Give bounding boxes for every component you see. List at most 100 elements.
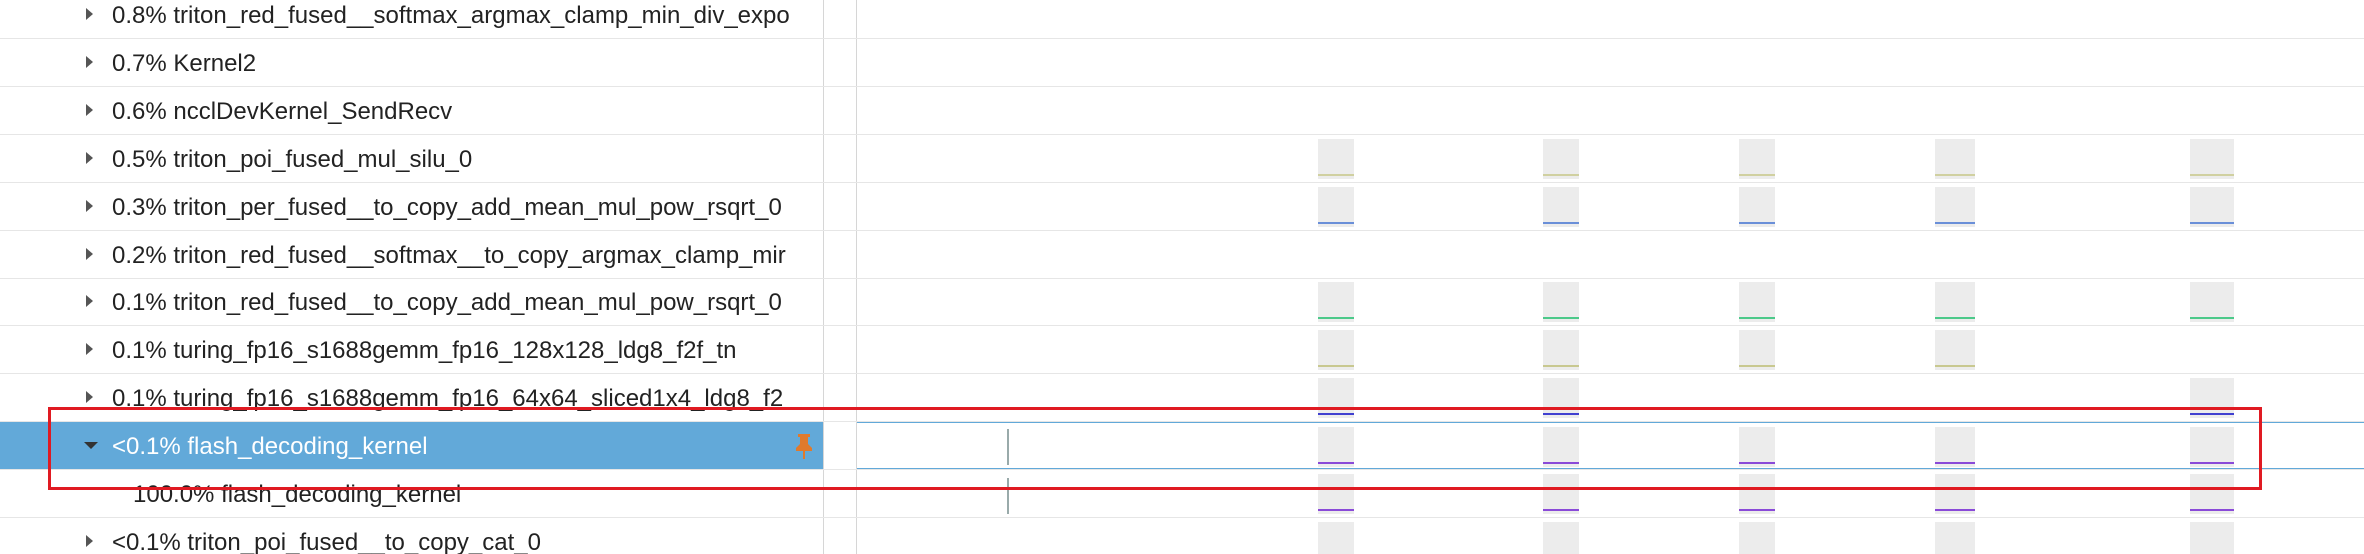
expand-arrow[interactable] [86, 55, 93, 68]
row-label-cell[interactable]: 0.3% triton_per_fused__to_copy_add_mean_… [0, 183, 823, 230]
kernel-block [1318, 474, 1354, 514]
kernel-trace [1739, 509, 1775, 511]
kernel-block [1739, 521, 1775, 554]
kernel-trace [2190, 173, 2234, 176]
kernel-trace [2190, 317, 2234, 320]
kernel-trace [1543, 365, 1579, 368]
row-label-cell[interactable]: 0.7% Kernel2 [0, 39, 823, 86]
kernel-trace [1543, 509, 1579, 511]
kernel-block [1935, 282, 1975, 323]
expand-arrow[interactable] [86, 8, 93, 20]
kernel-trace [1935, 221, 1975, 224]
timeline-track [857, 470, 2364, 517]
kernel-trace [1739, 221, 1775, 224]
tree-row[interactable]: 0.7% Kernel2 [0, 39, 2364, 87]
kernel-block [1739, 186, 1775, 227]
kernel-block [1543, 474, 1579, 514]
kernel-trace [1318, 317, 1354, 320]
kernel-trace [1543, 173, 1579, 176]
kernel-trace [1739, 365, 1775, 368]
tree-row[interactable]: <0.1% triton_poi_fused__to_copy_cat_0 [0, 518, 2364, 554]
tree-row[interactable]: 100.0% flash_decoding_kernel [0, 470, 2364, 518]
kernel-block [2190, 378, 2234, 419]
collapse-arrow[interactable] [84, 442, 98, 450]
panel-divider [856, 0, 857, 554]
tree-row[interactable]: <0.1% flash_decoding_kernel [0, 422, 2364, 471]
kernel-trace [2190, 221, 2234, 224]
tree-row[interactable]: 0.6% ncclDevKernel_SendRecv [0, 87, 2364, 135]
tree-row[interactable]: 0.5% triton_poi_fused_mul_silu_0 [0, 135, 2364, 183]
kernel-block [1318, 138, 1354, 179]
row-label: 0.1% triton_red_fused__to_copy_add_mean_… [112, 289, 782, 317]
kernel-trace [1935, 173, 1975, 176]
row-label-cell[interactable]: 0.5% triton_poi_fused_mul_silu_0 [0, 135, 823, 182]
row-label: 0.1% turing_fp16_s1688gemm_fp16_64x64_sl… [112, 385, 784, 413]
expand-arrow[interactable] [86, 534, 93, 547]
kernel-block [2190, 282, 2234, 323]
kernel-trace [2190, 509, 2234, 511]
kernel-trace [1935, 509, 1975, 511]
row-label-cell[interactable]: 0.1% turing_fp16_s1688gemm_fp16_128x128_… [0, 326, 823, 373]
row-label-cell[interactable]: <0.1% flash_decoding_kernel [0, 422, 823, 470]
timeline-track [857, 0, 2364, 38]
row-label-cell[interactable]: 0.6% ncclDevKernel_SendRecv [0, 87, 823, 134]
kernel-block [1543, 138, 1579, 179]
expand-arrow[interactable] [86, 151, 93, 164]
kernel-tick [1007, 478, 1009, 514]
expand-arrow[interactable] [86, 295, 93, 308]
kernel-block [2190, 521, 2234, 554]
kernel-block [2190, 474, 2234, 514]
tree-row[interactable]: 0.8% triton_red_fused__softmax_argmax_cl… [0, 0, 2364, 39]
kernel-block [1739, 138, 1775, 179]
kernel-block [1318, 378, 1354, 419]
tree-row[interactable]: 0.1% turing_fp16_s1688gemm_fp16_128x128_… [0, 326, 2364, 375]
row-label: 0.6% ncclDevKernel_SendRecv [112, 97, 453, 125]
pin-icon[interactable] [792, 432, 816, 460]
kernel-block [2190, 138, 2234, 179]
kernel-block [1739, 282, 1775, 323]
kernel-trace [1935, 317, 1975, 320]
expand-arrow[interactable] [86, 343, 93, 356]
timeline-track [857, 518, 2364, 554]
timeline-track [857, 326, 2364, 373]
kernel-trace [1543, 317, 1579, 320]
expand-arrow[interactable] [86, 391, 93, 404]
expand-arrow[interactable] [86, 103, 93, 116]
row-label-cell[interactable]: 0.2% triton_red_fused__softmax__to_copy_… [0, 231, 823, 278]
tree-row[interactable]: 0.1% turing_fp16_s1688gemm_fp16_64x64_sl… [0, 374, 2364, 423]
kernel-trace [1318, 365, 1354, 368]
tree-row[interactable]: 0.1% triton_red_fused__to_copy_add_mean_… [0, 278, 2364, 327]
kernel-block [1739, 427, 1775, 468]
kernel-block [1935, 186, 1975, 227]
kernel-block [1543, 330, 1579, 371]
timeline-track [857, 278, 2364, 325]
kernel-block [2190, 186, 2234, 227]
kernel-trace [1318, 462, 1354, 465]
row-label-cell[interactable]: <0.1% triton_poi_fused__to_copy_cat_0 [0, 518, 823, 554]
expand-arrow[interactable] [86, 247, 93, 260]
kernel-trace [1543, 221, 1579, 224]
tree-row[interactable]: 0.2% triton_red_fused__softmax__to_copy_… [0, 231, 2364, 279]
row-label: 0.2% triton_red_fused__softmax__to_copy_… [112, 241, 786, 269]
row-label-cell[interactable]: 100.0% flash_decoding_kernel [0, 470, 823, 517]
row-label: <0.1% flash_decoding_kernel [112, 433, 428, 461]
row-label-cell[interactable]: 0.1% triton_red_fused__to_copy_add_mean_… [0, 278, 823, 325]
kernel-block [1318, 427, 1354, 468]
kernel-trace [1318, 173, 1354, 176]
kernel-block [1543, 186, 1579, 227]
expand-arrow[interactable] [86, 199, 93, 212]
kernel-block [1739, 474, 1775, 514]
row-label-cell[interactable]: 0.1% turing_fp16_s1688gemm_fp16_64x64_sl… [0, 374, 823, 421]
kernel-block [1543, 282, 1579, 323]
kernel-block [1739, 330, 1775, 371]
row-label-cell[interactable]: 0.8% triton_red_fused__softmax_argmax_cl… [0, 0, 823, 38]
kernel-block [1935, 521, 1975, 554]
kernel-block [1935, 474, 1975, 514]
kernel-block [1318, 330, 1354, 371]
timeline-track [857, 135, 2364, 182]
kernel-trace [1739, 317, 1775, 320]
kernel-trace [1318, 221, 1354, 224]
tree-row[interactable]: 0.3% triton_per_fused__to_copy_add_mean_… [0, 183, 2364, 231]
row-label: 100.0% flash_decoding_kernel [133, 481, 462, 508]
